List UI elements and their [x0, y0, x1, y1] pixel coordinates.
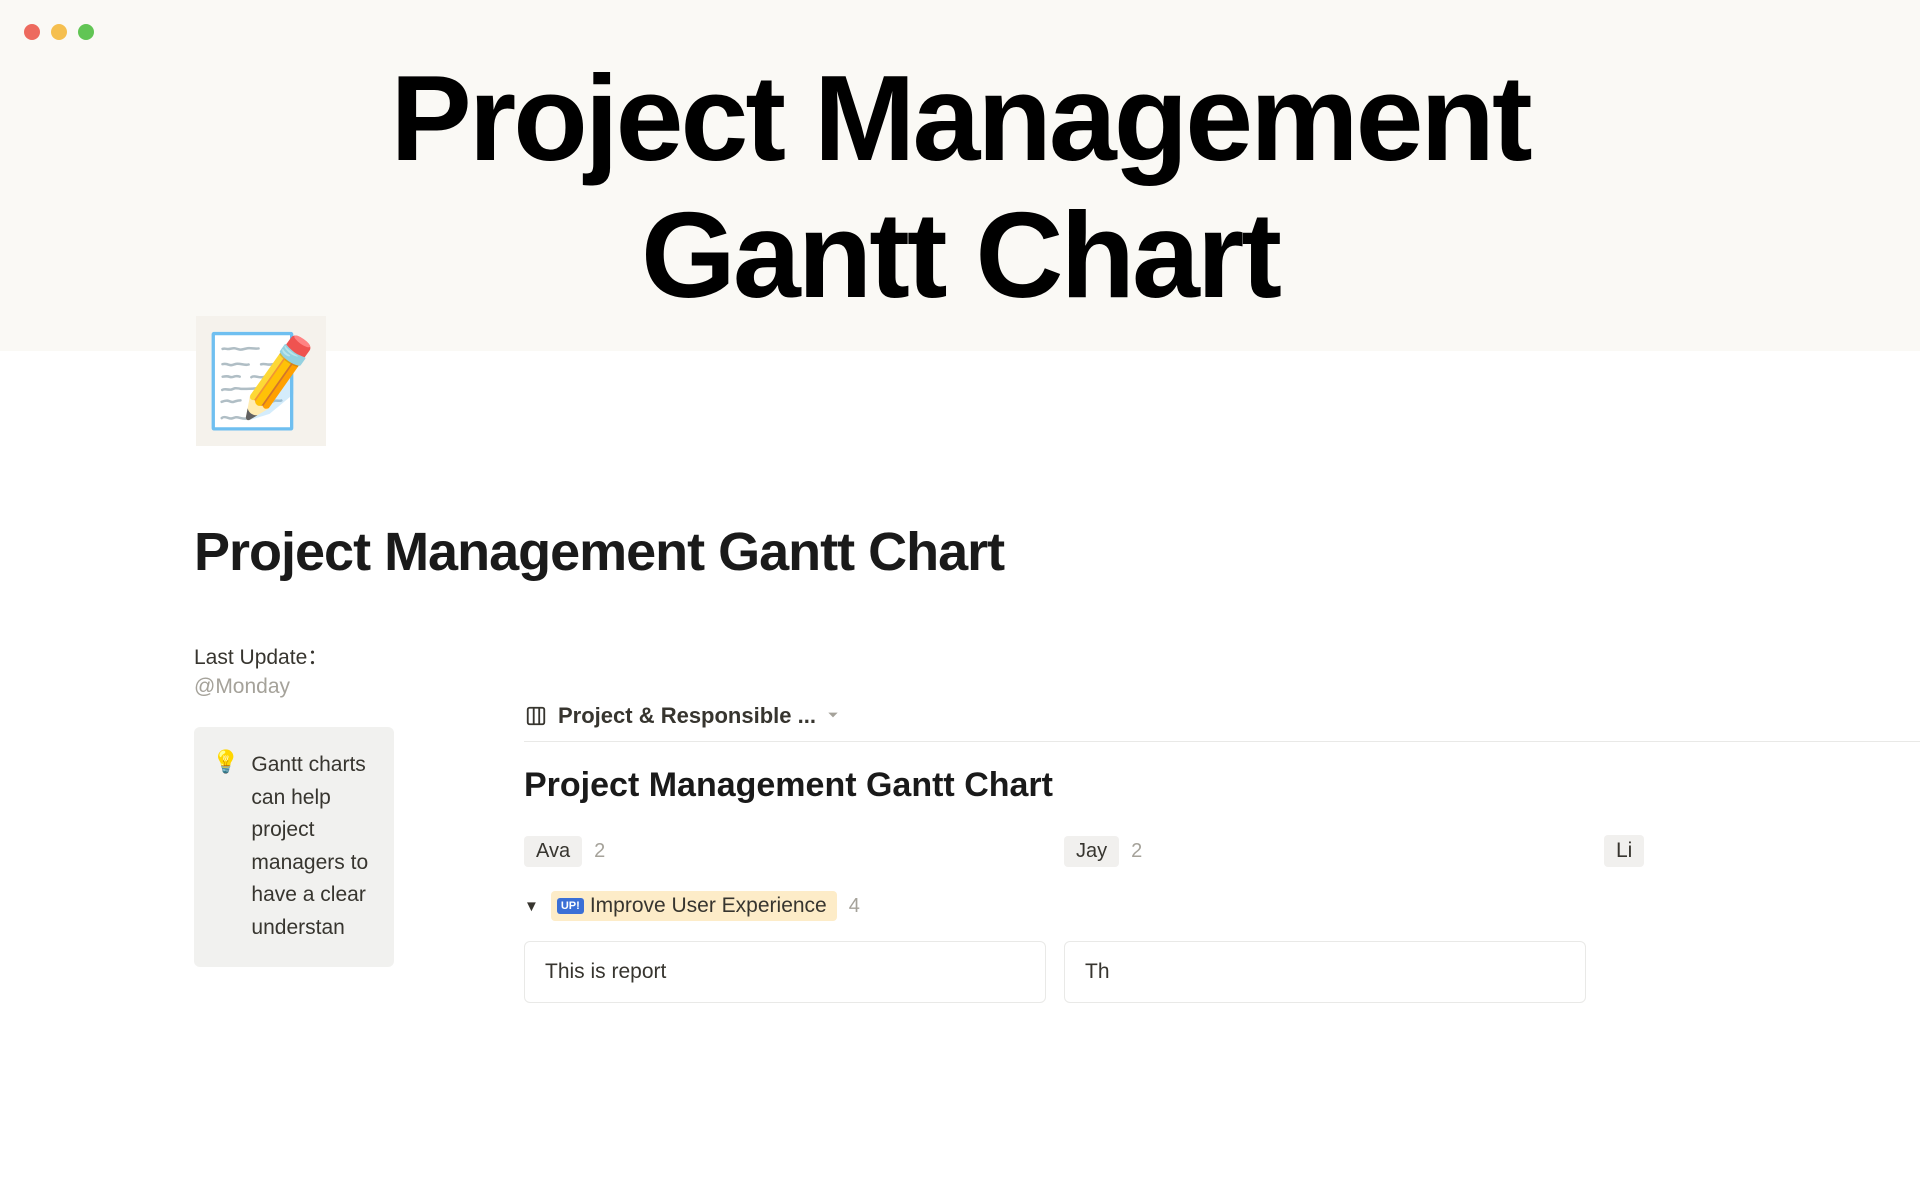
body-layout: Last Update： @Monday 💡 Gantt charts can … — [194, 641, 1920, 1003]
column-count: 2 — [594, 840, 605, 863]
board-card[interactable]: This is report — [524, 941, 1046, 1003]
callout-block: 💡 Gantt charts can help project managers… — [194, 727, 394, 966]
left-column: Last Update： @Monday 💡 Gantt charts can … — [194, 641, 394, 1003]
window-controls — [24, 24, 94, 40]
hero-title-line2: Gantt Chart — [0, 187, 1920, 324]
database-view-name: Project & Responsible ... — [558, 703, 816, 729]
group-name: Improve User Experience — [590, 894, 827, 918]
maximize-window-button[interactable] — [78, 24, 94, 40]
page-icon[interactable]: 📝 — [196, 316, 326, 446]
callout-text: Gantt charts can help project managers t… — [251, 749, 376, 944]
card-title: Th — [1085, 960, 1565, 984]
cards-row: This is report Th — [524, 941, 1920, 1003]
group-count: 4 — [849, 895, 860, 918]
chevron-down-icon — [826, 708, 842, 724]
board-column-ava[interactable]: Ava 2 — [524, 835, 1046, 867]
board-column-jay[interactable]: Jay 2 — [1064, 835, 1586, 867]
last-update-label: Last Update： — [194, 641, 394, 671]
column-tag: Ava — [524, 836, 582, 867]
page-content: Project Management Gantt Chart Last Upda… — [0, 351, 1920, 1003]
collapse-triangle-icon[interactable]: ▼ — [524, 898, 539, 915]
board-group-header[interactable]: ▼ UP! Improve User Experience 4 — [524, 891, 1920, 921]
page-title: Project Management Gantt Chart — [194, 521, 1920, 583]
close-window-button[interactable] — [24, 24, 40, 40]
board-columns-header: Ava 2 Jay 2 Li — [524, 835, 1920, 867]
last-update-value[interactable]: @Monday — [194, 675, 394, 699]
database-view-tabs[interactable]: Project & Responsible ... — [524, 703, 1920, 742]
hero-title-line1: Project Management — [0, 50, 1920, 187]
up-badge-icon: UP! — [557, 898, 584, 914]
database-block: Project & Responsible ... Project Manage… — [524, 641, 1920, 1003]
database-title[interactable]: Project Management Gantt Chart — [524, 766, 1920, 805]
board-icon — [524, 704, 548, 728]
lightbulb-icon: 💡 — [212, 749, 239, 944]
card-title: This is report — [545, 960, 1025, 984]
minimize-window-button[interactable] — [51, 24, 67, 40]
hero-banner: Project Management Gantt Chart — [0, 0, 1920, 351]
column-tag: Jay — [1064, 836, 1119, 867]
board-column-li[interactable]: Li — [1604, 835, 1644, 867]
column-count: 2 — [1131, 840, 1142, 863]
group-tag: UP! Improve User Experience — [551, 891, 837, 921]
column-tag: Li — [1604, 835, 1644, 867]
board-card[interactable]: Th — [1064, 941, 1586, 1003]
